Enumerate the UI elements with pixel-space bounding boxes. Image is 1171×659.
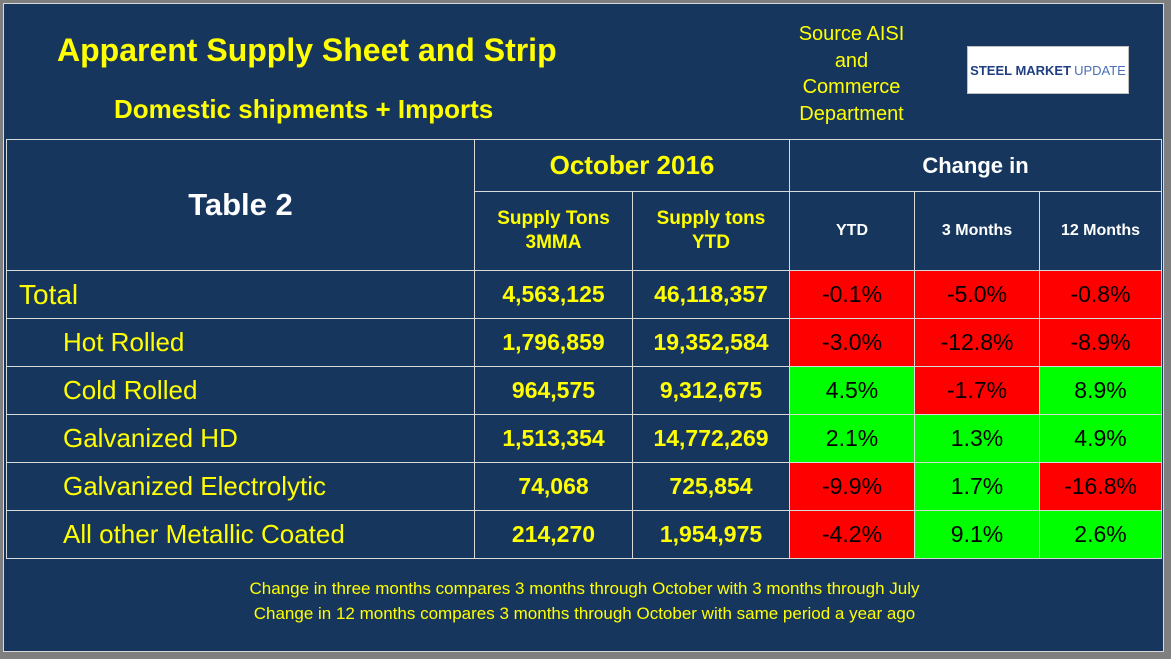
row-label: Galvanized HD [6, 414, 475, 463]
cell-supply-ytd: 46,118,357 [632, 270, 790, 319]
source-line: Commerce [802, 76, 901, 98]
cell-change-12m: -0.8% [1039, 270, 1162, 319]
cell-change-3m: -12.8% [914, 318, 1040, 367]
change-header: Change in [789, 139, 1162, 192]
cell-change-ytd: -3.0% [789, 318, 915, 367]
cell-change-ytd: -9.9% [789, 462, 915, 511]
col-header-ytd: YTD [789, 191, 915, 271]
cell-change-3m: -1.7% [914, 366, 1040, 415]
cell-supply-ytd: 14,772,269 [632, 414, 790, 463]
cell-change-12m: 2.6% [1039, 510, 1162, 559]
cell-change-12m: -16.8% [1039, 462, 1162, 511]
cell-supply-3mma: 1,796,859 [474, 318, 633, 367]
table-label: Table 2 [6, 139, 475, 271]
cell-change-3m: 1.3% [914, 414, 1040, 463]
footnote: Change in 12 months compares 3 months th… [253, 604, 916, 623]
col-header-supply-ytd: Supply tons YTD [632, 191, 790, 271]
source-line: Department [799, 102, 904, 125]
col-header-line: YTD [692, 232, 730, 253]
row-label: All other Metallic Coated [6, 510, 475, 559]
row-label: Total [6, 270, 475, 319]
cell-change-12m: 8.9% [1039, 366, 1162, 415]
cell-supply-3mma: 74,068 [474, 462, 633, 511]
table-row: Hot Rolled 1,796,859 19,352,584 -3.0% -1… [6, 318, 1162, 367]
table-row: Galvanized Electrolytic 74,068 725,854 -… [6, 462, 1162, 511]
cell-supply-ytd: 19,352,584 [632, 318, 790, 367]
cell-change-12m: 4.9% [1039, 414, 1162, 463]
page-title: Apparent Supply Sheet and Strip [57, 32, 557, 68]
cell-change-3m: 1.7% [914, 462, 1040, 511]
logo-text-secondary: UPDATE [1074, 62, 1126, 78]
row-label: Hot Rolled [6, 318, 475, 367]
cell-change-ytd: 2.1% [789, 414, 915, 463]
cell-change-ytd: 4.5% [789, 366, 915, 415]
source-line: and [834, 49, 869, 72]
source-line: Source AISI [798, 23, 905, 45]
steel-market-update-logo: STEEL MARKET UPDATE [967, 46, 1129, 94]
logo-text-primary: STEEL MARKET [970, 62, 1072, 78]
row-label: Galvanized Electrolytic [6, 462, 475, 511]
source-note: Source AISI and Commerce Department [774, 21, 929, 127]
supply-table: Table 2 October 2016 Change in Supply To… [6, 139, 1162, 559]
cell-change-3m: -5.0% [914, 270, 1040, 319]
col-header-line: 3MMA [525, 232, 582, 253]
col-header-line: Supply tons [656, 208, 766, 229]
table-row: Total 4,563,125 46,118,357 -0.1% -5.0% -… [6, 270, 1162, 319]
col-header-supply-3mma: Supply Tons 3MMA [474, 191, 633, 271]
col-header-line: Supply Tons [497, 208, 610, 229]
slide-frame: Apparent Supply Sheet and Strip Domestic… [3, 3, 1164, 652]
cell-supply-3mma: 214,270 [474, 510, 633, 559]
col-header-12-months: 12 Months [1039, 191, 1162, 271]
col-header-3-months: 3 Months [914, 191, 1040, 271]
cell-change-ytd: -0.1% [789, 270, 915, 319]
footnote: Change in three months compares 3 months… [249, 579, 920, 598]
cell-supply-ytd: 9,312,675 [632, 366, 790, 415]
cell-supply-ytd: 725,854 [632, 462, 790, 511]
row-label: Cold Rolled [6, 366, 475, 415]
header: Apparent Supply Sheet and Strip Domestic… [4, 4, 1165, 139]
cell-supply-3mma: 4,563,125 [474, 270, 633, 319]
cell-change-12m: -8.9% [1039, 318, 1162, 367]
cell-change-ytd: -4.2% [789, 510, 915, 559]
table-row: All other Metallic Coated 214,270 1,954,… [6, 510, 1162, 559]
cell-change-3m: 9.1% [914, 510, 1040, 559]
cell-supply-ytd: 1,954,975 [632, 510, 790, 559]
table-row: Cold Rolled 964,575 9,312,675 4.5% -1.7%… [6, 366, 1162, 415]
page-subtitle: Domestic shipments + Imports [114, 94, 494, 124]
table-row: Galvanized HD 1,513,354 14,772,269 2.1% … [6, 414, 1162, 463]
cell-supply-3mma: 964,575 [474, 366, 633, 415]
cell-supply-3mma: 1,513,354 [474, 414, 633, 463]
period-header: October 2016 [474, 139, 790, 192]
